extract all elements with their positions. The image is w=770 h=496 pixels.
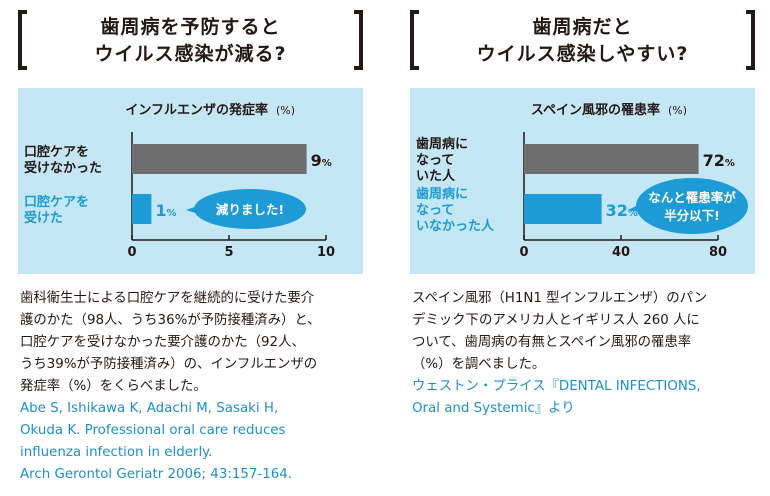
callout-bubble xyxy=(194,189,306,229)
left-bracket xyxy=(18,10,27,70)
caption-body: 歯科衛生士による口腔ケアを継続的に受けた要介 護のかた（98人、うち36%が予防… xyxy=(20,288,363,398)
caption-line: 歯科衛生士による口腔ケアを継続的に受けた要介 xyxy=(20,291,315,306)
right-panel: 歯周病だと ウイルス感染しやすい? スペイン風邪の罹患率 (%) 72% 歯周病に なっ… xyxy=(410,0,755,496)
right-bracket xyxy=(746,10,755,70)
caption-line: （%）を調べました。 xyxy=(412,357,546,372)
caption-line: ついて、歯周病の有無とスペイン風邪の罹患率 xyxy=(412,335,692,350)
x-tick-label: 10 xyxy=(317,245,335,260)
reference: ウェストン・プライス『DENTAL INFECTIONS, Oral and S… xyxy=(412,376,755,420)
panel-headline: 歯周病を予防すると ウイルス感染が減る? xyxy=(42,14,339,68)
left-bracket xyxy=(410,10,419,70)
callout-text: 半分以下! xyxy=(664,208,720,223)
category-label: なって xyxy=(416,203,454,218)
x-tick-label: 0 xyxy=(519,245,528,260)
bar-chart: スペイン風邪の罹患率 (%)72%歯周病になっていた人32%歯周病になっていなかっ… xyxy=(416,102,748,260)
x-tick-label: 5 xyxy=(224,245,233,260)
category-label: 歯周病に xyxy=(416,136,468,152)
caption-line: デミック下のアメリカ人とイギリス人 260 人に xyxy=(412,313,700,328)
right-bracket xyxy=(354,10,363,70)
caption-line: 発症率（%）をくらべました。 xyxy=(20,379,207,394)
bar xyxy=(132,144,307,174)
category-label: いなかった人 xyxy=(416,218,495,234)
chart-title: スペイン風邪の罹患率 xyxy=(531,102,660,118)
caption-line: スペイン風邪（H1N1 型インフルエンザ）のパン xyxy=(412,291,708,306)
unit-label: (%) xyxy=(276,104,295,117)
bar xyxy=(524,194,602,224)
headline-line: 歯周病を予防すると xyxy=(100,16,281,38)
x-tick-label: 0 xyxy=(127,245,136,260)
callout-text: 減りました! xyxy=(216,202,284,217)
caption-line: うち39%が予防接種済み）の、インフルエンザの xyxy=(20,357,318,372)
reference-line: Abe S, Ishikawa K, Adachi M, Sasaki H, xyxy=(20,401,279,416)
headline-line: ウイルス感染が減る? xyxy=(94,43,287,65)
reference-line: ウェストン・プライス『DENTAL INFECTIONS, xyxy=(412,379,701,394)
caption-line: 護のかた（98人、うち36%が予防接種済み）と、 xyxy=(20,313,321,328)
category-label: 口腔ケアを xyxy=(24,144,89,160)
category-label: 受けなかった xyxy=(24,160,102,176)
data-label: 9% xyxy=(311,151,332,170)
callout-text: なんと罹患率が xyxy=(648,190,736,205)
chart-area: インフルエンザの発症率 (%) 9% 口腔ケアを 受けなかった 1% 口腔ケアを 受けた 0 5 1… xyxy=(18,88,363,274)
x-tick-label: 80 xyxy=(709,245,727,260)
x-tick-label: 40 xyxy=(612,245,630,260)
data-label: 32% xyxy=(606,201,638,220)
reference: Abe S, Ishikawa K, Adachi M, Sasaki H, O… xyxy=(20,398,363,486)
caption-body: スペイン風邪（H1N1 型インフルエンザ）のパン デミック下のアメリカ人とイギリ… xyxy=(412,288,755,376)
headline-line: ウイルス感染しやすい? xyxy=(476,43,689,65)
data-label: 72% xyxy=(703,151,735,170)
category-label: 口腔ケアを xyxy=(24,194,89,210)
chart-area: スペイン風邪の罹患率 (%) 72% 歯周病に なって いた人 32% 歯周病に なって いなかっ… xyxy=(410,88,755,274)
category-label: 受けた xyxy=(24,210,63,226)
reference-line: Arch Gerontol Geriatr 2006; 43:157-164. xyxy=(20,467,293,482)
category-label: 歯周病に xyxy=(416,186,468,202)
data-label: 1% xyxy=(155,201,176,220)
bar xyxy=(524,144,699,174)
reference-line: Okuda K. Professional oral care reduces xyxy=(20,423,286,438)
left-panel: 歯周病を予防すると ウイルス感染が減る? インフルエンザの発症率 (%) 9% 口腔ケ… xyxy=(18,0,363,496)
unit-label: (%) xyxy=(668,104,687,117)
category-label: なって xyxy=(416,153,454,168)
chart-title: インフルエンザの発症率 xyxy=(125,102,268,118)
reference-line: influenza infection in elderly. xyxy=(20,445,213,460)
caption-line: 口腔ケアを受けなかった要介護のかた（92人、 xyxy=(20,335,305,350)
headline-line: 歯周病だと xyxy=(532,16,633,38)
callout-bubble xyxy=(636,178,748,234)
caption: スペイン風邪（H1N1 型インフルエンザ）のパン デミック下のアメリカ人とイギリ… xyxy=(412,288,755,420)
bar xyxy=(132,194,152,224)
reference-line: Oral and Systemic』より xyxy=(412,401,575,416)
caption: 歯科衛生士による口腔ケアを継続的に受けた要介 護のかた（98人、うち36%が予防… xyxy=(20,288,363,486)
panel-headline: 歯周病だと ウイルス感染しやすい? xyxy=(434,14,731,68)
category-label: いた人 xyxy=(416,168,456,184)
